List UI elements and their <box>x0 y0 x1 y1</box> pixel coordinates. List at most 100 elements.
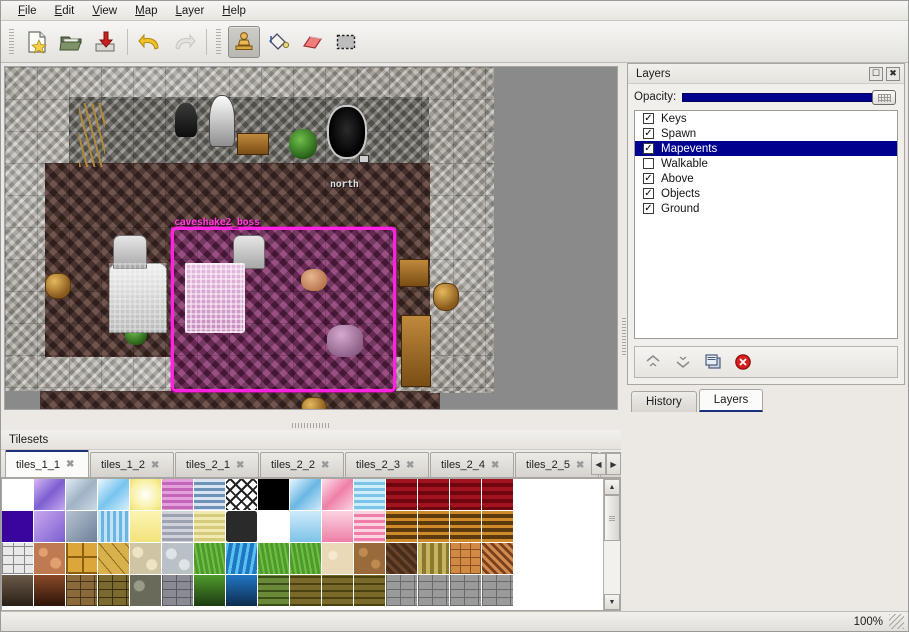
tile-cell[interactable] <box>162 575 194 607</box>
layer-list[interactable]: ✓ Keys ✓ Spawn ✓ Mapevents Walkable <box>634 110 898 339</box>
undock-icon[interactable]: ☐ <box>869 66 883 81</box>
tile-cell[interactable] <box>482 479 514 511</box>
triangle-left-icon[interactable]: ◀ <box>591 453 606 475</box>
close-icon[interactable]: ✖ <box>236 459 245 471</box>
tile-cell[interactable] <box>418 479 450 511</box>
tileset-tab-tiles_2_4[interactable]: tiles_2_4 ✖ <box>430 452 514 477</box>
tile-cell[interactable] <box>450 479 482 511</box>
tile-cell[interactable] <box>450 543 482 575</box>
opacity-slider-handle[interactable] <box>872 89 896 105</box>
stamp-tool-button[interactable] <box>228 25 260 58</box>
tile-cell[interactable] <box>258 511 290 543</box>
tile-cell[interactable] <box>386 543 418 575</box>
tile-cell[interactable] <box>290 575 322 607</box>
redo-button[interactable] <box>168 26 200 58</box>
tileset-tab-tiles_2_5[interactable]: tiles_2_5 ✖ <box>515 452 599 477</box>
tile-cell[interactable] <box>98 479 130 511</box>
eraser-tool-button[interactable] <box>296 26 328 58</box>
menu-edit[interactable]: Edit <box>54 4 75 17</box>
tile-cell[interactable] <box>2 511 34 543</box>
layer-visibility-checkbox[interactable]: ✓ <box>643 202 654 214</box>
fill-tool-button[interactable] <box>262 26 294 58</box>
tile-cell[interactable] <box>162 479 194 511</box>
tile-cell[interactable] <box>98 575 130 607</box>
tile-cell[interactable] <box>258 575 290 607</box>
tile-cell[interactable] <box>130 575 162 607</box>
move-layer-up-button[interactable] <box>643 352 663 372</box>
tile-cell[interactable] <box>290 543 322 575</box>
tile-cell[interactable] <box>322 511 354 543</box>
tile-cell[interactable] <box>194 511 226 543</box>
map-tilesets-splitter[interactable] <box>1 421 621 430</box>
undo-button[interactable] <box>134 26 166 58</box>
tile-cell[interactable] <box>194 479 226 511</box>
move-layer-down-button[interactable] <box>673 352 693 372</box>
layer-visibility-checkbox[interactable]: ✓ <box>643 127 654 139</box>
triangle-down-icon[interactable]: ▼ <box>604 594 620 610</box>
scrollbar-thumb[interactable] <box>604 495 620 541</box>
layer-visibility-checkbox[interactable] <box>643 158 654 169</box>
tileset-tab-tiles_2_3[interactable]: tiles_2_3 ✖ <box>345 452 429 477</box>
tile-cell[interactable] <box>258 479 290 511</box>
tile-cell[interactable] <box>66 511 98 543</box>
tile-cell[interactable] <box>290 479 322 511</box>
main-vertical-splitter[interactable] <box>621 63 627 611</box>
tile-cell[interactable] <box>354 479 386 511</box>
close-icon[interactable]: ✖ <box>886 66 900 81</box>
tile-cell[interactable] <box>226 479 258 511</box>
tile-cell[interactable] <box>98 543 130 575</box>
close-icon[interactable]: ✖ <box>491 459 500 471</box>
tile-cell[interactable] <box>226 511 258 543</box>
tile-cell[interactable] <box>162 511 194 543</box>
tile-cell[interactable] <box>386 575 418 607</box>
tileset-vertical-scrollbar[interactable]: ▲ ▼ <box>603 479 620 610</box>
tile-cell[interactable] <box>66 575 98 607</box>
tile-cell[interactable] <box>194 575 226 607</box>
tab-history[interactable]: History <box>631 391 697 412</box>
triangle-up-icon[interactable]: ▲ <box>604 479 620 495</box>
tile-cell[interactable] <box>34 543 66 575</box>
layer-item-keys[interactable]: ✓ Keys <box>635 111 897 126</box>
tile-cell[interactable] <box>354 543 386 575</box>
tileset-palette[interactable] <box>2 479 603 610</box>
layer-visibility-checkbox[interactable]: ✓ <box>643 142 654 154</box>
opacity-slider[interactable] <box>682 89 896 105</box>
tile-cell[interactable] <box>226 543 258 575</box>
tileset-tab-tiles_2_1[interactable]: tiles_2_1 ✖ <box>175 452 259 477</box>
tile-cell[interactable] <box>258 543 290 575</box>
tile-cell[interactable] <box>66 543 98 575</box>
tools-grip[interactable] <box>215 28 222 55</box>
triangle-right-icon[interactable]: ▶ <box>606 453 621 475</box>
menu-map[interactable]: Map <box>135 4 158 17</box>
tile-cell[interactable] <box>194 543 226 575</box>
save-map-button[interactable] <box>89 26 121 58</box>
tile-cell[interactable] <box>34 479 66 511</box>
tile-cell[interactable] <box>354 575 386 607</box>
tile-cell[interactable] <box>418 543 450 575</box>
tile-cell[interactable] <box>2 479 34 511</box>
tile-cell[interactable] <box>322 543 354 575</box>
tileset-tab-tiles_2_2[interactable]: tiles_2_2 ✖ <box>260 452 344 477</box>
layer-item-walkable[interactable]: Walkable <box>635 156 897 171</box>
layer-visibility-checkbox[interactable]: ✓ <box>643 172 654 184</box>
close-icon[interactable]: ✖ <box>66 459 75 470</box>
delete-layer-button[interactable] <box>733 352 753 372</box>
tile-cell[interactable] <box>450 511 482 543</box>
layer-visibility-checkbox[interactable]: ✓ <box>643 187 654 199</box>
tile-cell[interactable] <box>450 575 482 607</box>
menu-layer[interactable]: Layer <box>175 4 205 17</box>
tile-cell[interactable] <box>34 511 66 543</box>
tile-cell[interactable] <box>482 511 514 543</box>
tab-layers[interactable]: Layers <box>698 389 764 412</box>
tile-cell[interactable] <box>130 543 162 575</box>
duplicate-layer-button[interactable] <box>703 352 723 372</box>
tile-cell[interactable] <box>418 511 450 543</box>
map-canvas[interactable]: caveshake2_boss north <box>5 67 494 409</box>
tile-cell[interactable] <box>98 511 130 543</box>
close-icon[interactable]: ✖ <box>576 459 585 471</box>
resize-grip[interactable] <box>889 614 904 629</box>
new-map-button[interactable] <box>21 26 53 58</box>
tile-cell[interactable] <box>130 479 162 511</box>
toolbar-grip[interactable] <box>8 28 15 55</box>
tile-cell[interactable] <box>322 575 354 607</box>
